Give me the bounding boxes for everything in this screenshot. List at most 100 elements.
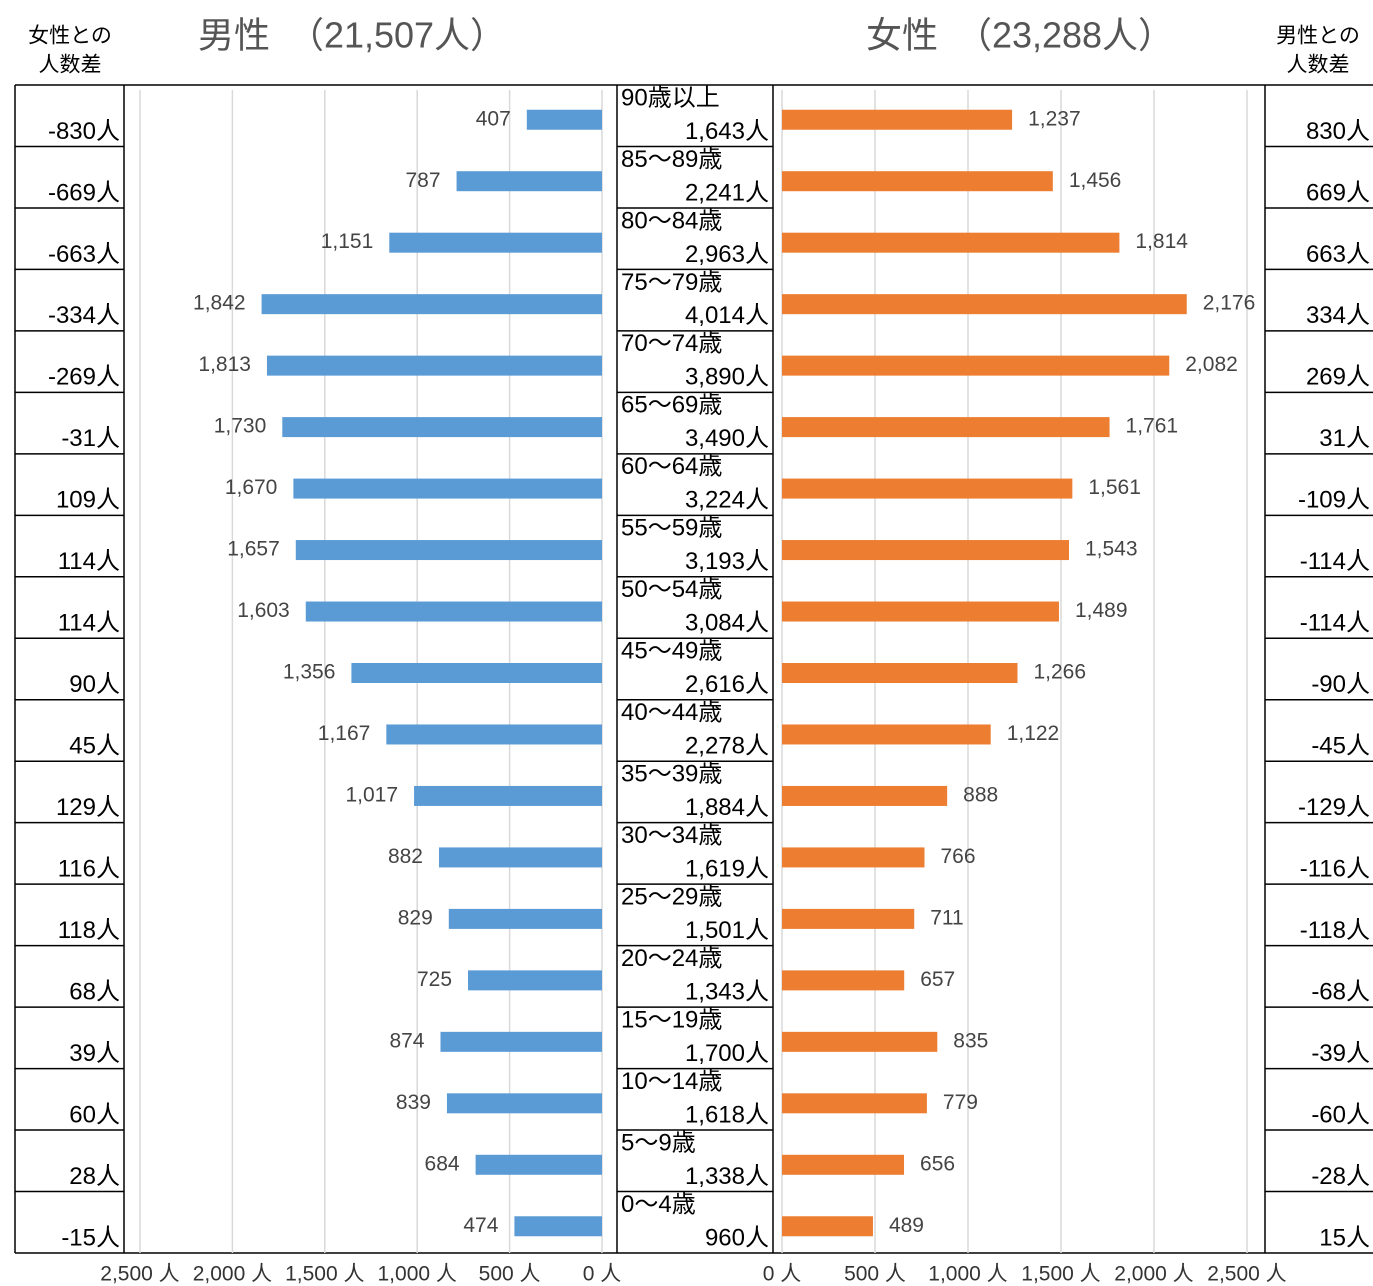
diff-label: -269人 [48,364,120,391]
data-label: 1,670 [225,476,278,499]
total-label: 960人 [705,1224,769,1251]
total-label: 3,890人 [685,364,769,391]
bar [782,1093,927,1114]
data-label: 1,122 [1007,722,1060,745]
total-label: 1,643人 [685,118,769,145]
diff-label: 68人 [69,978,120,1005]
data-label: 1,561 [1088,476,1141,499]
diff-label: -15人 [61,1224,120,1251]
bar [456,171,602,192]
data-label: 1,813 [198,353,251,376]
x-tick-label: 1,000 人 [928,1263,1007,1286]
diff-label: -116人 [1300,856,1370,883]
x-tick-label: 1,500 人 [285,1263,364,1286]
data-label: 787 [406,169,441,192]
x-tick-label: 0 人 [583,1263,622,1286]
diff-label: -114人 [1300,548,1370,575]
bar [782,663,1018,683]
age-label: 60～64歳 [621,453,722,480]
total-label: 1,501人 [685,917,769,944]
bar [782,1154,905,1175]
x-tick-label: 2,500 人 [100,1263,179,1286]
bar [468,970,602,991]
data-label: 766 [940,845,975,868]
data-label: 1,657 [227,538,280,561]
age-label: 55～59歳 [621,515,722,542]
bar [389,232,602,253]
diff-label: -68人 [1311,978,1370,1005]
diff-label: -39人 [1311,1040,1370,1067]
diff-label: -28人 [1311,1163,1370,1190]
data-label: 656 [920,1152,955,1175]
male-title: 男性 （21,507人） [198,15,506,56]
diff-label: 269人 [1306,364,1370,391]
data-label: 829 [398,906,433,929]
diff-label: 45人 [69,733,120,760]
data-label: 1,237 [1028,107,1081,130]
total-label: 3,490人 [685,425,769,452]
data-label: 1,151 [321,230,374,253]
data-label: 657 [920,968,955,991]
data-label: 684 [425,1152,460,1175]
x-tick-label: 2,500 人 [1207,1263,1286,1286]
diff-label: -334人 [48,302,120,329]
age-label: 45～49歳 [621,638,722,665]
female-title: 女性 （23,288人） [866,15,1174,56]
data-label: 2,082 [1185,353,1238,376]
age-label: 35～39歳 [621,761,722,788]
bar [526,109,602,130]
age-label: 5～9歳 [621,1129,696,1156]
diff-label: 118人 [58,917,120,944]
bar [782,1216,873,1237]
data-label: 1,167 [318,722,371,745]
diff-label: 15人 [1319,1224,1370,1251]
bar [782,970,905,991]
bar [386,724,602,745]
data-label: 1,730 [214,415,267,438]
bar [293,478,602,499]
bar [782,601,1059,622]
total-label: 1,338人 [685,1163,769,1190]
x-tick-label: 500 人 [844,1263,906,1286]
total-label: 1,618人 [685,1101,769,1128]
diff-label: 663人 [1306,241,1370,268]
diff-label: -60人 [1311,1101,1370,1128]
diff-label: -118人 [1300,917,1370,944]
diff-label: 114人 [58,610,120,637]
diff-label: -114人 [1300,610,1370,637]
age-label: 10～14歳 [621,1068,722,1095]
data-label: 1,489 [1075,599,1128,622]
data-label: 1,456 [1069,169,1122,192]
bar [446,1093,602,1114]
age-label: 20～24歳 [621,945,722,972]
bar [305,601,602,622]
total-label: 1,343人 [685,978,769,1005]
bar [782,478,1073,499]
x-tick-label: 1,500 人 [1021,1263,1100,1286]
total-label: 2,616人 [685,671,769,698]
diff-label: -31人 [61,425,120,452]
x-tick-label: 0 人 [763,1263,802,1286]
total-label: 2,278人 [685,733,769,760]
diff-header: 男性との [1276,25,1360,48]
data-label: 725 [417,968,452,991]
age-label: 85～89歳 [621,146,722,173]
bar [782,109,1013,130]
bar [782,355,1170,376]
age-label: 25～29歳 [621,884,722,911]
data-label: 779 [943,1091,978,1114]
diff-label: 28人 [69,1163,120,1190]
bar [782,232,1120,253]
total-label: 1,619人 [685,856,769,883]
total-label: 3,193人 [685,548,769,575]
data-label: 2,176 [1203,292,1256,315]
age-label: 50～54歳 [621,576,722,603]
bar [282,417,602,438]
diff-label: 830人 [1306,118,1370,145]
x-tick-label: 2,000 人 [193,1263,272,1286]
x-tick-label: 500 人 [479,1263,541,1286]
diff-label: -663人 [48,241,120,268]
diff-label: 669人 [1306,179,1370,206]
data-label: 1,543 [1085,538,1138,561]
age-label: 65～69歳 [621,392,722,419]
